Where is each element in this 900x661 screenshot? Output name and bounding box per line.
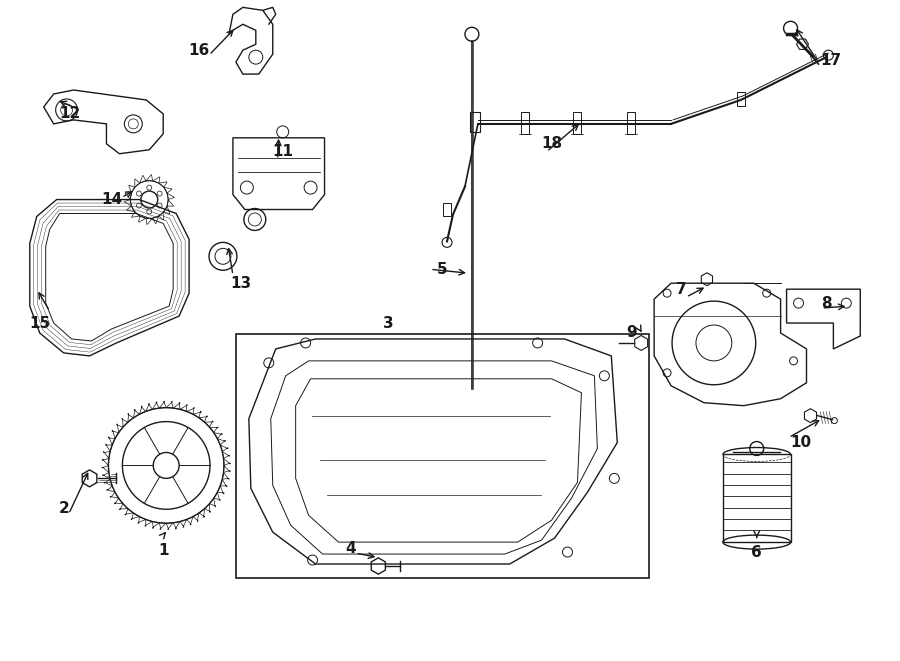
Text: 17: 17 [820, 53, 841, 67]
Text: 12: 12 [59, 106, 80, 122]
Bar [443, 202, 451, 217]
Text: 5: 5 [436, 262, 447, 277]
Text: 18: 18 [541, 136, 562, 151]
Text: 9: 9 [626, 325, 636, 340]
Text: 8: 8 [821, 295, 832, 311]
Bar [236, 334, 649, 578]
Text: 13: 13 [230, 276, 251, 291]
Text: 7: 7 [676, 282, 687, 297]
Text: 15: 15 [29, 315, 50, 330]
Bar [737, 92, 745, 106]
Text: 10: 10 [790, 435, 811, 450]
Text: 3: 3 [382, 315, 393, 330]
Text: 11: 11 [272, 144, 293, 159]
Text: 6: 6 [752, 545, 762, 560]
Text: 14: 14 [101, 192, 122, 207]
Bar [573, 112, 581, 134]
Text: 2: 2 [58, 501, 69, 516]
Bar [470, 112, 480, 132]
Bar [521, 112, 528, 134]
Bar [627, 112, 635, 134]
Text: 1: 1 [158, 543, 168, 558]
Text: 4: 4 [345, 541, 356, 556]
Bar [723, 455, 790, 542]
Text: 16: 16 [188, 43, 210, 58]
